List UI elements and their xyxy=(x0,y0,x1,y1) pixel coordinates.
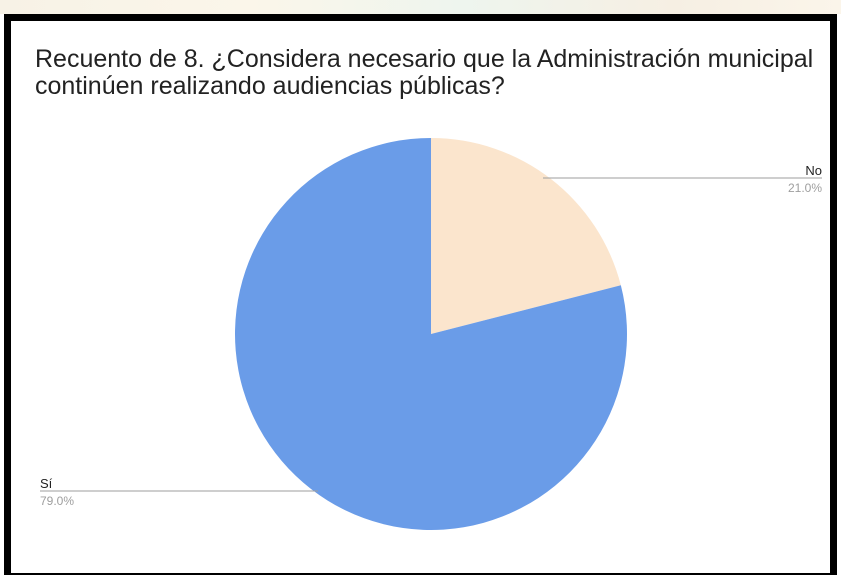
chart-title: Recuento de 8. ¿Considera necesario que … xyxy=(35,45,814,100)
pie-slice-no xyxy=(431,138,621,334)
pie-slice-si xyxy=(235,138,628,530)
header-watermark-strip xyxy=(0,0,841,14)
slice-percent-si: 79.0% xyxy=(40,494,74,508)
slice-label-no: No xyxy=(805,163,822,178)
pie-labels: No 21.0% Sí 79.0% xyxy=(40,163,822,508)
pie-slices xyxy=(235,138,628,530)
slice-label-si: Sí xyxy=(40,476,53,491)
slice-percent-no: 21.0% xyxy=(788,181,822,195)
